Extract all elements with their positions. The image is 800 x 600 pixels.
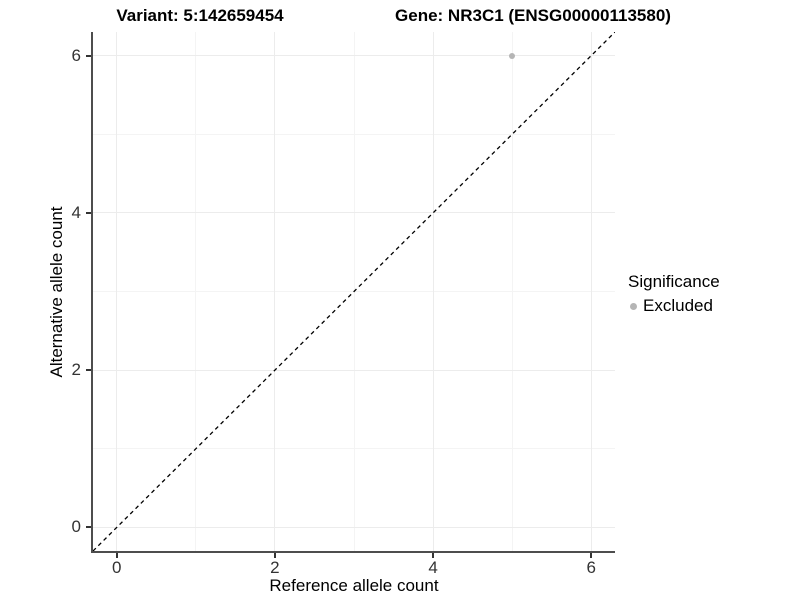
- legend-item-label: Excluded: [643, 296, 713, 315]
- y-axis-title: Alternative allele count: [47, 206, 66, 378]
- legend-key-dot: [630, 302, 637, 310]
- gridline-major-vertical: [590, 32, 592, 551]
- data-point: [509, 52, 516, 59]
- x-tick-label: 4: [428, 558, 438, 577]
- identity-reference-line: [93, 32, 615, 551]
- y-tick-mark: [86, 211, 91, 214]
- x-tick-label: 2: [270, 558, 280, 577]
- x-tick-label: 6: [586, 558, 596, 577]
- y-tick-label: 4: [71, 202, 81, 222]
- plot-title-variant: Variant: 5:142659454: [116, 6, 284, 25]
- x-tick-mark: [432, 553, 435, 558]
- y-tick-mark: [86, 54, 91, 57]
- x-tick-mark: [115, 553, 118, 558]
- gridline-major-horizontal: [93, 212, 615, 214]
- gridline-major-vertical: [116, 32, 118, 551]
- y-tick-label: 0: [71, 517, 81, 537]
- plot-title-gene: Gene: NR3C1 (ENSG00000113580): [395, 6, 671, 25]
- gridline-major-vertical: [432, 32, 434, 551]
- x-axis-title: Reference allele count: [269, 576, 439, 595]
- y-tick-label: 6: [71, 45, 81, 65]
- x-tick-label: 0: [111, 558, 122, 577]
- x-tick-mark: [273, 553, 276, 558]
- legend-title: Significance: [628, 272, 720, 291]
- x-tick-mark: [590, 553, 593, 558]
- legend-item-excluded: Excluded: [628, 296, 720, 316]
- gridline-minor-horizontal: [93, 133, 615, 135]
- y-axis-line: [91, 32, 93, 553]
- plot-panel: [93, 32, 615, 551]
- gridline-major-vertical: [274, 32, 276, 551]
- y-tick-mark: [86, 526, 91, 529]
- y-tick-mark: [86, 369, 91, 372]
- y-tick-label: 2: [71, 360, 81, 380]
- legend: Significance Excluded: [628, 272, 720, 316]
- gridline-major-horizontal: [93, 369, 615, 371]
- gridline-major-horizontal: [93, 55, 615, 57]
- x-axis-line: [91, 551, 615, 553]
- gridline-minor-horizontal: [93, 448, 615, 450]
- gridline-major-horizontal: [93, 526, 615, 528]
